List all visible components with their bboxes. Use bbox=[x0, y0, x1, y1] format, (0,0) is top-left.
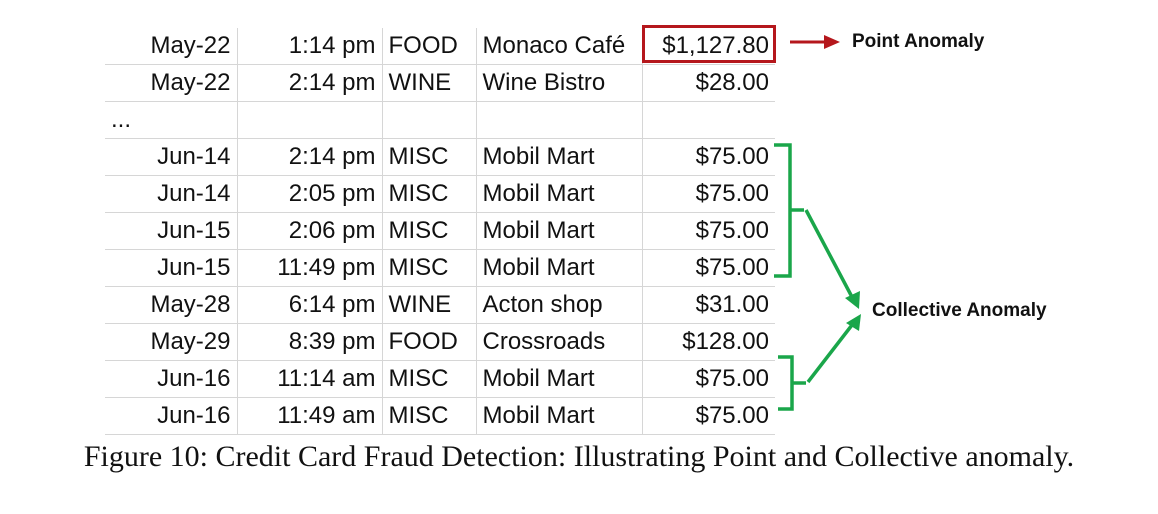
category-cell: MISC bbox=[382, 360, 477, 398]
category-cell: FOOD bbox=[382, 28, 477, 65]
collective-bracket-upper bbox=[774, 143, 792, 278]
category-cell: MISC bbox=[382, 138, 477, 176]
time-cell: 2:06 pm bbox=[237, 212, 383, 250]
amount-cell: $1,127.80 bbox=[642, 28, 775, 65]
merchant-cell: Mobil Mart bbox=[476, 138, 643, 176]
time-cell: 2:14 pm bbox=[237, 64, 383, 102]
amount-cell: $75.00 bbox=[642, 397, 775, 435]
amount-cell: $75.00 bbox=[642, 249, 775, 287]
figure-caption: Figure 10: Credit Card Fraud Detection: … bbox=[83, 440, 1075, 473]
table-row: May-22 2:14 pm WINE Wine Bistro $28.00 bbox=[105, 64, 775, 102]
table-row: Jun-16 11:49 am MISC Mobil Mart $75.00 bbox=[105, 397, 775, 435]
date-cell: Jun-16 bbox=[105, 360, 238, 398]
point-anomaly-arrow-head bbox=[824, 35, 840, 49]
table-row: Jun-14 2:05 pm MISC Mobil Mart $75.00 bbox=[105, 175, 775, 213]
amount-cell: $28.00 bbox=[642, 64, 775, 102]
date-cell: May-22 bbox=[105, 64, 238, 102]
category-cell: MISC bbox=[382, 249, 477, 287]
amount-cell: $128.00 bbox=[642, 323, 775, 361]
table-row: May-29 8:39 pm FOOD Crossroads $128.00 bbox=[105, 323, 775, 361]
collective-arrow-lower-head bbox=[846, 314, 861, 331]
amount-cell: $75.00 bbox=[642, 212, 775, 250]
collective-anomaly-label: Collective Anomaly bbox=[872, 300, 1047, 321]
merchant-cell: Mobil Mart bbox=[476, 249, 643, 287]
merchant-cell: Acton shop bbox=[476, 286, 643, 324]
table-row: ... bbox=[105, 101, 775, 139]
category-cell: MISC bbox=[382, 175, 477, 213]
table-row: Jun-15 2:06 pm MISC Mobil Mart $75.00 bbox=[105, 212, 775, 250]
merchant-cell: Mobil Mart bbox=[476, 212, 643, 250]
date-cell: May-22 bbox=[105, 28, 238, 65]
category-cell: MISC bbox=[382, 397, 477, 435]
date-cell: May-29 bbox=[105, 323, 238, 361]
time-cell: 1:14 pm bbox=[237, 28, 383, 65]
date-cell: Jun-15 bbox=[105, 249, 238, 287]
merchant-cell: Mobil Mart bbox=[476, 175, 643, 213]
date-cell: Jun-14 bbox=[105, 138, 238, 176]
merchant-cell: Mobil Mart bbox=[476, 397, 643, 435]
amount-cell: $75.00 bbox=[642, 138, 775, 176]
amount-cell bbox=[642, 101, 775, 139]
point-anomaly-highlight-box bbox=[642, 25, 776, 63]
table-row: May-28 6:14 pm WINE Acton shop $31.00 bbox=[105, 286, 775, 324]
point-anomaly-label: Point Anomaly bbox=[852, 31, 985, 52]
category-cell: MISC bbox=[382, 212, 477, 250]
transactions-table: May-22 1:14 pm FOOD Monaco Café $1,127.80 May… bbox=[105, 28, 775, 435]
category-cell: WINE bbox=[382, 286, 477, 324]
collective-arrow-lower-line bbox=[806, 323, 854, 384]
date-cell: May-28 bbox=[105, 286, 238, 324]
category-cell bbox=[382, 101, 477, 139]
amount-cell: $31.00 bbox=[642, 286, 775, 324]
transactions-table-body: May-22 1:14 pm FOOD Monaco Café $1,127.80 May… bbox=[105, 28, 775, 435]
merchant-cell: Wine Bistro bbox=[476, 64, 643, 102]
time-cell: 2:14 pm bbox=[237, 138, 383, 176]
collective-arrow-upper-head bbox=[845, 291, 860, 309]
collective-bracket-lower bbox=[778, 355, 794, 411]
merchant-cell: Monaco Café bbox=[476, 28, 643, 65]
table-row: Jun-15 11:49 pm MISC Mobil Mart $75.00 bbox=[105, 249, 775, 287]
table-row: Jun-16 11:14 am MISC Mobil Mart $75.00 bbox=[105, 360, 775, 398]
time-cell: 11:49 pm bbox=[237, 249, 383, 287]
category-cell: FOOD bbox=[382, 323, 477, 361]
time-cell: 8:39 pm bbox=[237, 323, 383, 361]
merchant-cell: Mobil Mart bbox=[476, 360, 643, 398]
amount-cell: $75.00 bbox=[642, 175, 775, 213]
amount-cell: $75.00 bbox=[642, 360, 775, 398]
time-cell: 2:05 pm bbox=[237, 175, 383, 213]
date-cell: Jun-16 bbox=[105, 397, 238, 435]
time-cell: 6:14 pm bbox=[237, 286, 383, 324]
date-cell: Jun-15 bbox=[105, 212, 238, 250]
time-cell: 11:49 am bbox=[237, 397, 383, 435]
date-cell: Jun-14 bbox=[105, 175, 238, 213]
category-cell: WINE bbox=[382, 64, 477, 102]
table-row: May-22 1:14 pm FOOD Monaco Café $1,127.80 bbox=[105, 28, 775, 65]
merchant-cell bbox=[476, 101, 643, 139]
time-cell: 11:14 am bbox=[237, 360, 383, 398]
time-cell bbox=[237, 101, 383, 139]
merchant-cell: Crossroads bbox=[476, 323, 643, 361]
table-row: Jun-14 2:14 pm MISC Mobil Mart $75.00 bbox=[105, 138, 775, 176]
date-cell: ... bbox=[105, 101, 238, 139]
collective-arrow-upper-line bbox=[804, 209, 854, 298]
